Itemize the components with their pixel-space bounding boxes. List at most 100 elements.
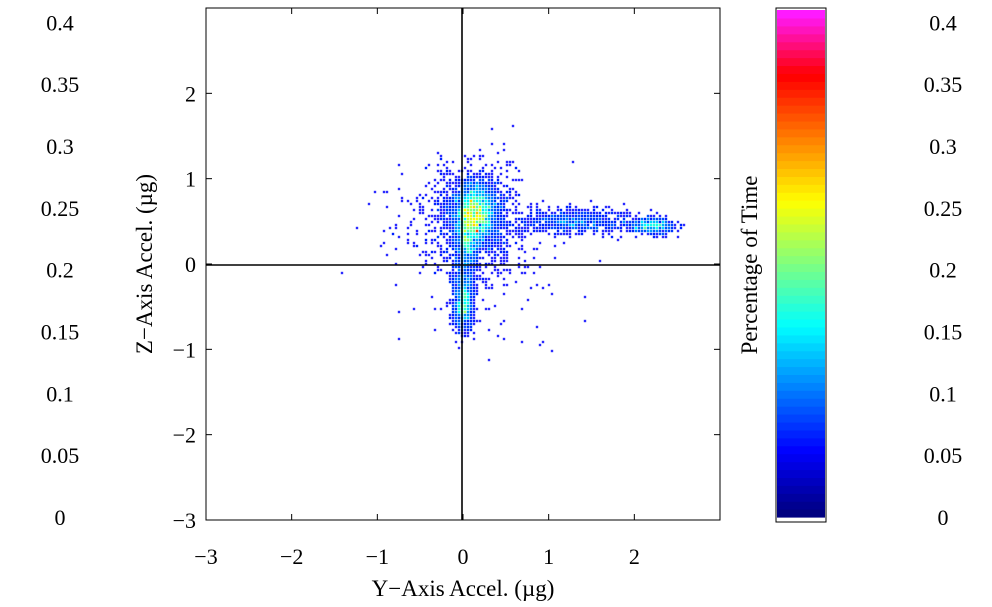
density-point bbox=[454, 322, 458, 326]
density-point bbox=[451, 238, 455, 242]
density-point bbox=[562, 241, 566, 245]
density-point bbox=[538, 217, 542, 221]
density-point bbox=[448, 280, 452, 284]
density-point bbox=[670, 220, 674, 224]
y-tick-label: 0 bbox=[185, 252, 196, 277]
density-point bbox=[451, 193, 455, 197]
density-point bbox=[436, 181, 440, 185]
density-point bbox=[604, 205, 608, 209]
density-point bbox=[625, 223, 629, 227]
density-point bbox=[511, 178, 515, 182]
density-point bbox=[664, 235, 668, 239]
density-point bbox=[499, 232, 503, 236]
density-point bbox=[586, 208, 590, 212]
colorbar-band bbox=[777, 358, 825, 368]
density-point bbox=[457, 262, 461, 266]
density-point bbox=[466, 304, 470, 308]
density-point bbox=[589, 226, 593, 230]
density-point bbox=[478, 250, 482, 254]
density-point bbox=[412, 217, 416, 221]
density-point bbox=[448, 226, 452, 230]
density-point bbox=[511, 160, 515, 164]
colorbar-tick-label: 0.15 bbox=[924, 320, 963, 345]
density-point bbox=[577, 208, 581, 212]
density-point bbox=[457, 292, 461, 296]
density-point bbox=[475, 208, 479, 212]
density-point bbox=[556, 226, 560, 230]
density-point bbox=[469, 193, 473, 197]
density-point bbox=[523, 235, 527, 239]
density-point bbox=[574, 217, 578, 221]
density-point bbox=[493, 244, 497, 248]
colorbar-tick-label: 0 bbox=[938, 505, 949, 530]
density-point bbox=[580, 226, 584, 230]
density-point bbox=[595, 226, 599, 230]
density-point bbox=[499, 226, 503, 230]
density-point bbox=[448, 241, 452, 245]
density-point bbox=[625, 208, 629, 212]
density-point bbox=[484, 193, 488, 197]
density-point bbox=[463, 259, 467, 263]
density-point bbox=[604, 220, 608, 224]
density-point bbox=[541, 199, 545, 203]
density-point bbox=[475, 184, 479, 188]
density-point bbox=[499, 193, 503, 197]
density-point bbox=[472, 214, 476, 218]
density-point bbox=[487, 328, 491, 332]
density-point bbox=[550, 217, 554, 221]
density-point bbox=[487, 277, 491, 281]
density-point bbox=[607, 211, 611, 215]
density-point bbox=[496, 208, 500, 212]
colorbar-band bbox=[777, 231, 825, 241]
density-point bbox=[508, 244, 512, 248]
density-point bbox=[415, 229, 419, 233]
density-point bbox=[469, 298, 473, 302]
colorbar-band bbox=[777, 136, 825, 146]
density-point bbox=[544, 226, 548, 230]
density-point bbox=[439, 226, 443, 230]
density-point bbox=[487, 202, 491, 206]
density-point bbox=[583, 295, 587, 299]
density-point bbox=[481, 298, 485, 302]
density-point bbox=[496, 151, 500, 155]
density-point bbox=[568, 226, 572, 230]
density-point bbox=[526, 298, 530, 302]
density-point bbox=[670, 223, 674, 227]
density-point bbox=[592, 220, 596, 224]
density-point bbox=[508, 268, 512, 272]
density-point bbox=[556, 208, 560, 212]
density-point bbox=[520, 178, 524, 182]
density-point bbox=[484, 250, 488, 254]
density-point bbox=[499, 238, 503, 242]
density-point bbox=[568, 214, 572, 218]
density-point bbox=[448, 301, 452, 305]
density-point bbox=[550, 214, 554, 218]
density-point bbox=[454, 340, 458, 344]
density-point bbox=[547, 217, 551, 221]
density-point bbox=[502, 208, 506, 212]
density-point bbox=[472, 274, 476, 278]
density-point bbox=[535, 211, 539, 215]
colorbar-tick-label: 0.2 bbox=[929, 258, 957, 283]
left-scale-tick-label: 0.2 bbox=[46, 258, 74, 283]
density-point bbox=[604, 211, 608, 215]
density-point bbox=[472, 190, 476, 194]
density-point bbox=[475, 274, 479, 278]
density-point bbox=[475, 289, 479, 293]
colorbar-band bbox=[777, 445, 825, 455]
density-point bbox=[601, 232, 605, 236]
density-point bbox=[463, 235, 467, 239]
density-point bbox=[472, 310, 476, 314]
density-point bbox=[559, 211, 563, 215]
density-point bbox=[469, 301, 473, 305]
density-point bbox=[406, 199, 410, 203]
density-point bbox=[442, 211, 446, 215]
density-point bbox=[550, 211, 554, 215]
density-point bbox=[466, 178, 470, 182]
density-point bbox=[643, 217, 647, 221]
density-point bbox=[493, 268, 497, 272]
density-point bbox=[478, 214, 482, 218]
density-point bbox=[430, 220, 434, 224]
density-point bbox=[490, 205, 494, 209]
density-point bbox=[514, 178, 518, 182]
